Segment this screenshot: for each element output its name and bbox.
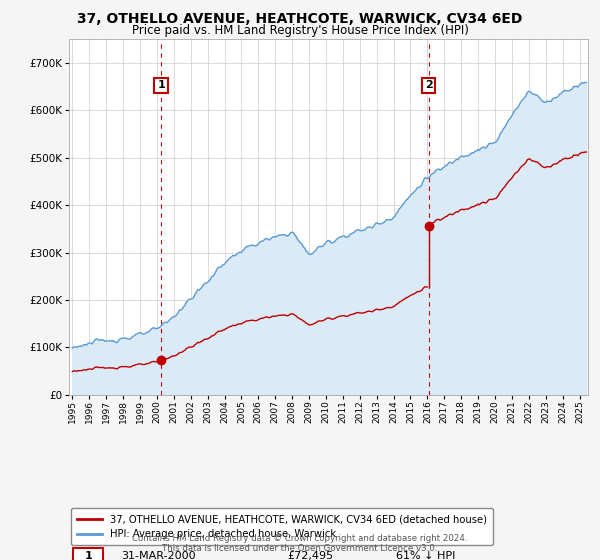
Point xyxy=(424,222,433,231)
Legend: 37, OTHELLO AVENUE, HEATHCOTE, WARWICK, CV34 6ED (detached house), HPI: Average : 37, OTHELLO AVENUE, HEATHCOTE, WARWICK, … xyxy=(71,508,493,545)
Point xyxy=(157,356,166,365)
FancyBboxPatch shape xyxy=(73,548,103,560)
Text: 1: 1 xyxy=(85,550,92,560)
Text: 1: 1 xyxy=(157,81,165,90)
Text: 2: 2 xyxy=(425,81,433,90)
Text: 61% ↓ HPI: 61% ↓ HPI xyxy=(396,550,455,560)
Text: £72,495: £72,495 xyxy=(287,550,333,560)
Text: Contains HM Land Registry data © Crown copyright and database right 2024.
This d: Contains HM Land Registry data © Crown c… xyxy=(132,534,468,553)
Text: 31-MAR-2000: 31-MAR-2000 xyxy=(121,550,196,560)
Text: 37, OTHELLO AVENUE, HEATHCOTE, WARWICK, CV34 6ED: 37, OTHELLO AVENUE, HEATHCOTE, WARWICK, … xyxy=(77,12,523,26)
Text: Price paid vs. HM Land Registry's House Price Index (HPI): Price paid vs. HM Land Registry's House … xyxy=(131,24,469,36)
